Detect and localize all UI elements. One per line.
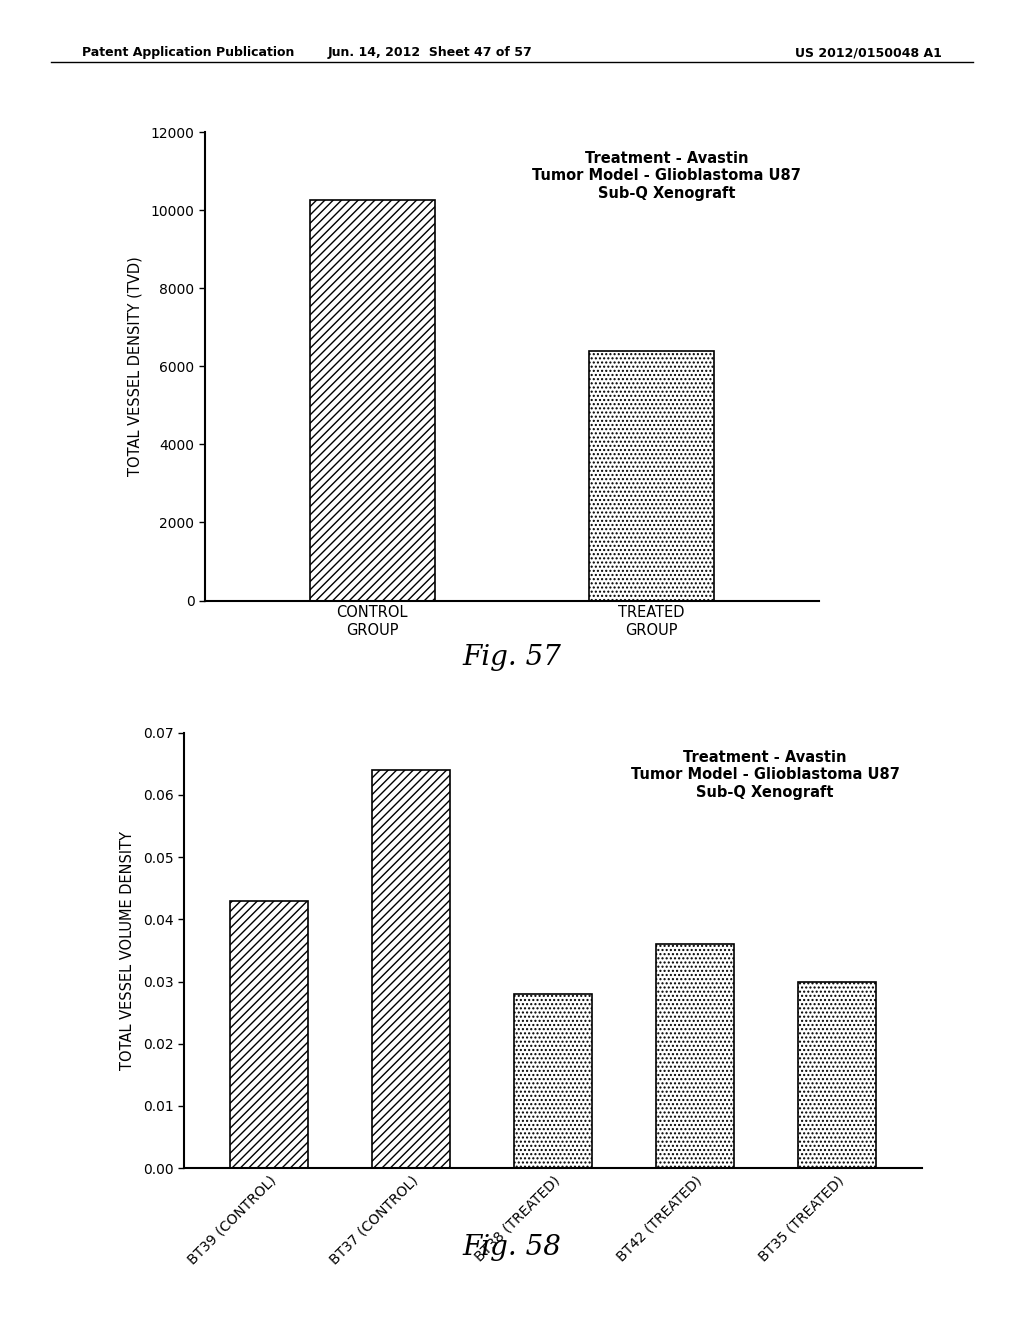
Bar [309, 201, 435, 601]
Bar [655, 944, 734, 1168]
Text: US 2012/0150048 A1: US 2012/0150048 A1 [796, 46, 942, 59]
Bar [589, 351, 715, 601]
Bar [230, 900, 308, 1168]
Y-axis label: TOTAL VESSEL DENSITY (TVD): TOTAL VESSEL DENSITY (TVD) [127, 256, 142, 477]
Bar [514, 994, 592, 1168]
Text: Treatment - Avastin
Tumor Model - Glioblastoma U87
Sub-Q Xenograft: Treatment - Avastin Tumor Model - Gliobl… [531, 150, 801, 201]
Text: Fig. 57: Fig. 57 [463, 644, 561, 671]
Bar [372, 770, 451, 1168]
Text: Patent Application Publication: Patent Application Publication [82, 46, 294, 59]
Text: Jun. 14, 2012  Sheet 47 of 57: Jun. 14, 2012 Sheet 47 of 57 [328, 46, 532, 59]
Text: Fig. 58: Fig. 58 [463, 1234, 561, 1261]
Y-axis label: TOTAL VESSEL VOLUME DENSITY: TOTAL VESSEL VOLUME DENSITY [120, 830, 135, 1071]
Text: Treatment - Avastin
Tumor Model - Glioblastoma U87
Sub-Q Xenograft: Treatment - Avastin Tumor Model - Gliobl… [631, 750, 899, 800]
Bar [798, 982, 876, 1168]
